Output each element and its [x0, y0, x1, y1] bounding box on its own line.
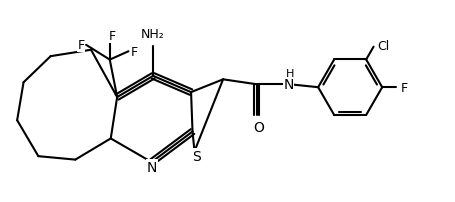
Text: N: N: [146, 160, 157, 174]
Text: F: F: [400, 81, 407, 94]
Text: F: F: [131, 45, 138, 58]
Text: F: F: [77, 39, 85, 52]
Text: S: S: [192, 149, 201, 163]
Text: N: N: [283, 78, 293, 92]
Text: NH₂: NH₂: [141, 28, 165, 41]
Text: H: H: [285, 69, 293, 79]
Text: F: F: [108, 30, 116, 43]
Text: Cl: Cl: [377, 40, 389, 53]
Text: O: O: [253, 121, 264, 135]
